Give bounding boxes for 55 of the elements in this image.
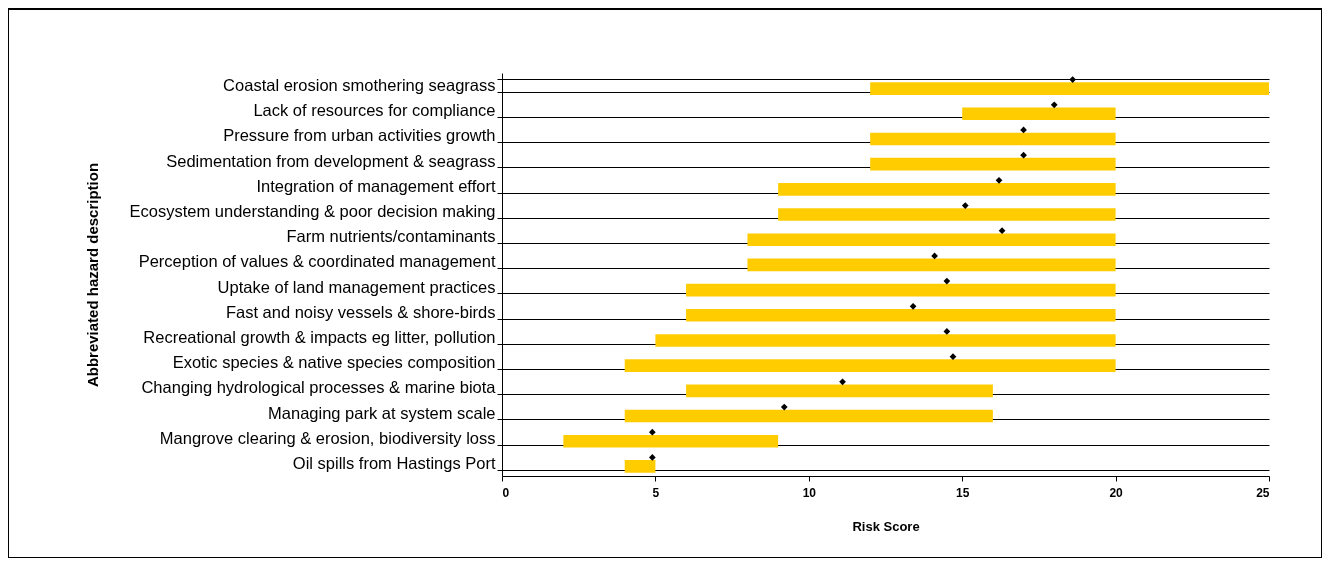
bar: [563, 434, 779, 448]
y-tick-label: Lack of resources for compliance: [253, 101, 496, 120]
bar: [686, 308, 1116, 322]
x-tick-label: 0: [502, 485, 510, 500]
bar: [624, 460, 656, 473]
point: [943, 328, 951, 335]
point: [943, 277, 951, 285]
y-axis-title: Abbreviated hazard description: [83, 162, 101, 388]
y-tick-label: Farm nutrients/contaminants: [286, 227, 496, 246]
point: [648, 454, 656, 461]
bar: [778, 183, 1116, 196]
y-tick-label: Uptake of land management practices: [217, 277, 496, 296]
bar: [747, 258, 1116, 272]
x-tick-label: 15: [956, 485, 970, 500]
x-tick-label: 20: [1109, 485, 1124, 500]
x-tick-label: 10: [802, 485, 817, 500]
bar: [686, 384, 993, 398]
bar: [624, 409, 993, 423]
bar: [962, 107, 1116, 121]
bar: [870, 82, 1269, 95]
point: [931, 252, 938, 260]
bar: [870, 132, 1116, 146]
y-tick-label: Recreational growth & impacts eg litter, pollution: [143, 327, 496, 346]
y-tick-label: Oil spills from Hastings Port: [292, 453, 496, 472]
point: [998, 227, 1006, 235]
point: [1020, 151, 1027, 159]
bar: [624, 359, 1116, 372]
bar: [778, 208, 1116, 221]
x-axis-title: Risk Score: [852, 518, 920, 534]
point: [648, 428, 656, 436]
y-tick-label: Coastal erosion smothering seagrass: [223, 76, 496, 95]
y-tick-label: Changing hydrological processes & marine biota: [141, 378, 497, 397]
x-tick-label: 5: [652, 485, 660, 500]
point: [961, 202, 969, 209]
point: [909, 302, 917, 310]
y-tick-label: Pressure from urban activities growth: [223, 126, 496, 145]
y-tick-label: Managing park at system scale: [268, 403, 496, 422]
y-tick-label: Sedimentation from development & seagrass: [166, 151, 496, 170]
bar: [655, 334, 1116, 347]
y-tick-label: Fast and noisy vessels & shore-birds: [225, 302, 496, 321]
point: [839, 378, 846, 386]
point: [995, 176, 1003, 184]
bar: [747, 233, 1116, 247]
x-tick-label: 25: [1256, 485, 1270, 500]
y-tick-label: Perception of values & coordinated management: [138, 252, 496, 271]
bar: [686, 283, 1116, 297]
bar: [870, 157, 1116, 171]
y-tick-label: Ecosystem understanding & poor decision making: [129, 202, 496, 221]
y-tick-label: Mangrove clearing & erosion, biodiversity loss: [159, 428, 496, 447]
y-tick-label: Exotic species & native species composition: [172, 353, 496, 372]
point: [780, 403, 788, 411]
point: [1069, 76, 1076, 83]
y-tick-label: Integration of management effort: [256, 176, 496, 195]
point: [1050, 101, 1058, 109]
point: [949, 353, 957, 361]
